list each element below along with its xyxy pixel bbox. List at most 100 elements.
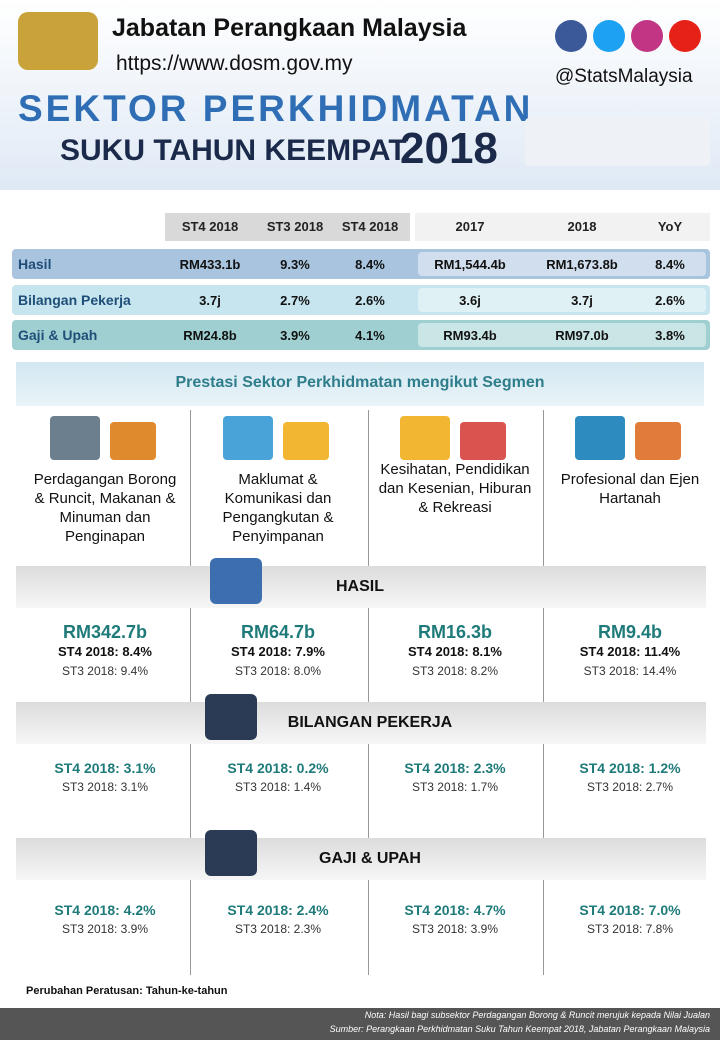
table-cell: 8.4% [355,257,385,272]
section-band [16,702,706,744]
st3-change: ST3 2018: 2.3% [234,922,322,936]
st4-change: ST4 2018: 11.4% [579,644,681,659]
segment-icon [575,416,625,460]
segment-name: Profesional dan Ejen Hartanah [560,471,700,507]
segment-value: RM16.3b [417,622,493,642]
org-name: Jabatan Perangkaan Malaysia [112,14,467,42]
table-cell: 3.7j [199,293,221,308]
st4-change: ST4 2018: 1.2% [579,760,681,776]
section-band [16,566,706,608]
segment-heading-bg [16,362,704,406]
event-logos [525,118,710,166]
segment-icon [283,422,329,460]
table-header: ST3 2018 [266,219,324,234]
st3-change: ST3 2018: 7.8% [586,922,674,936]
handle: @StatsMalaysia [555,66,693,87]
section-icon [205,830,257,876]
section-title: HASIL [336,578,384,595]
segment-value: RM9.4b [597,622,662,642]
social-icons [555,20,705,52]
table-cell: RM97.0b [555,328,609,343]
table-header: ST4 2018 [181,219,239,234]
table-cell: 9.3% [280,257,310,272]
table-cell: 3.9% [280,328,310,343]
row-bg [12,320,710,350]
segment-icon [223,416,273,460]
crest [18,12,98,70]
table-header: YoY [657,219,683,234]
column-divider [190,410,191,975]
st4-change: ST4 2018: 7.0% [579,902,681,918]
row-label: Gaji & Upah [18,327,98,343]
table-cell: 8.4% [655,257,685,272]
table-cell: 3.6j [459,293,481,308]
st3-change: ST3 2018: 1.4% [234,780,322,794]
table-cell: 2.6% [655,293,685,308]
table-cell: 3.8% [655,328,685,343]
table-header: 2017 [455,219,485,234]
row-inner [418,323,706,347]
row-inner [418,252,706,276]
row-bg [12,285,710,315]
st4-change: ST4 2018: 7.9% [231,644,325,659]
st3-change: ST3 2018: 3.9% [61,922,149,936]
row-bg [12,249,710,279]
segment-name: Perdagangan Borong & Runcit, Makanan & M… [33,471,177,545]
section-icon [205,694,257,740]
st3-change: ST3 2018: 9.4% [61,664,149,678]
row-inner [418,288,706,312]
footer-note: Nota: Hasil bagi subsektor Perdagangan B… [364,1010,710,1020]
table-cell: RM1,544.4b [434,257,506,272]
st3-change: ST3 2018: 2.7% [586,780,674,794]
url: https://www.dosm.gov.my [116,52,353,75]
segment-value: RM64.7b [240,622,316,642]
table-cell: 4.1% [355,328,385,343]
table-cell: 3.7j [571,293,593,308]
header-right-bg [415,213,710,241]
table-cell: RM433.1b [179,257,241,272]
segment-value: RM342.7b [62,622,148,642]
section-title: BILANGAN PEKERJA [287,714,453,731]
footer-source: Sumber: Perangkaan Perkhidmatan Suku Tah… [329,1024,710,1034]
section-icon [210,558,262,604]
segment-icon [400,416,450,460]
segment-heading: Prestasi Sektor Perkhidmatan mengikut Se… [175,374,545,391]
st3-change: ST3 2018: 3.1% [61,780,149,794]
title-line1: SEKTOR PERKHIDMATAN [18,88,534,129]
st4-change: ST4 2018: 2.3% [404,760,506,776]
table-cell: RM24.8b [183,328,237,343]
table-cell: 2.6% [355,293,385,308]
st4-change: ST4 2018: 8.1% [408,644,502,659]
table-cell: RM1,673.8b [546,257,618,272]
st3-change: ST3 2018: 8.0% [234,664,322,678]
footer-bar [0,1008,720,1040]
row-label: Bilangan Pekerja [18,292,131,308]
column-divider [368,410,369,975]
table-cell: 2.7% [280,293,310,308]
segment-icon [50,416,100,460]
footer-legend: Perubahan Peratusan: Tahun-ke-tahun [26,985,228,997]
row-label: Hasil [18,256,52,272]
table-header: 2018 [567,219,597,234]
title-year: 2018 [400,124,498,173]
header-left-bg [165,213,410,241]
st3-change: ST3 2018: 8.2% [411,664,499,678]
section-title: GAJI & UPAH [319,850,421,867]
st4-change: ST4 2018: 3.1% [54,760,156,776]
segment-icon [110,422,156,460]
st4-change: ST4 2018: 2.4% [227,902,329,918]
segment-icon [460,422,506,460]
st4-change: ST4 2018: 4.2% [54,902,156,918]
st4-change: ST4 2018: 0.2% [227,760,329,776]
section-band [16,838,706,880]
st4-change: ST4 2018: 4.7% [404,902,506,918]
table-cell: RM93.4b [443,328,497,343]
segment-name: Maklumat & Komunikasi dan Pengangkutan &… [222,471,334,545]
segment-name: Kesihatan, Pendidikan dan Kesenian, Hibu… [378,461,532,516]
column-divider [543,410,544,975]
st3-change: ST3 2018: 1.7% [411,780,499,794]
st3-change: ST3 2018: 3.9% [411,922,499,936]
st4-change: ST4 2018: 8.4% [58,644,152,659]
table-header: ST4 2018 [341,219,399,234]
